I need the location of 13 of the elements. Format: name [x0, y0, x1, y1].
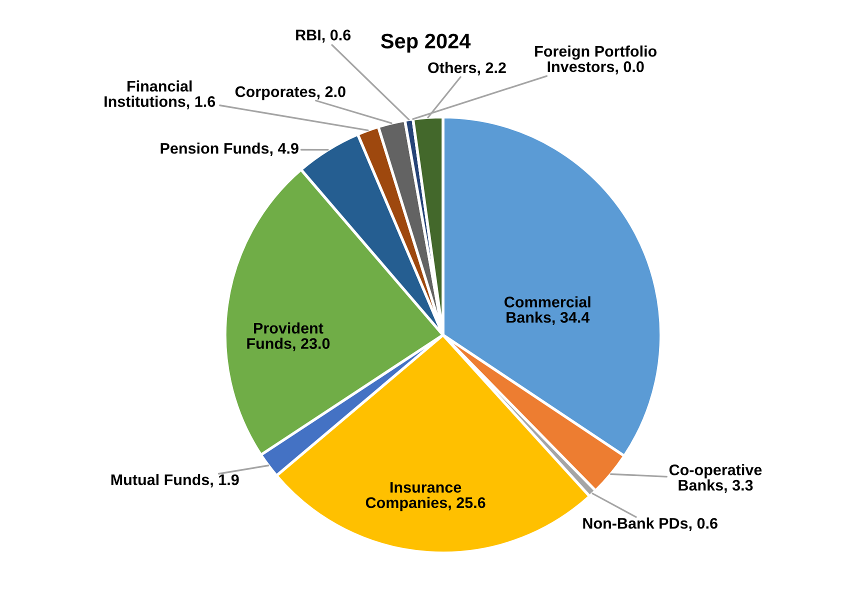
slice-label: Pension Funds, 4.9 — [160, 142, 298, 156]
slice-label: Non-Bank PDs, 0.6 — [583, 518, 718, 531]
slice-label: Commercial Banks, 34.4 — [504, 296, 590, 326]
slice-label: Co-operative Banks, 3.3 — [669, 464, 762, 493]
category-label: Foreign Portfolio Investors, 0.0 — [535, 45, 657, 74]
chart-title: Sep 2024 — [380, 34, 471, 53]
slice-label: Provident Funds, 23.0 — [247, 322, 330, 352]
slice-label: Others, 2.2 — [428, 62, 506, 76]
slice-label: RBI, 0.6 — [296, 30, 351, 43]
slice-label: Insurance Companies, 25.6 — [366, 482, 486, 512]
slice-label: Corporates, 2.0 — [235, 86, 346, 100]
slice-label: Mutual Funds, 1.9 — [111, 474, 239, 488]
slice-label: Financial Institutions, 1.6 — [104, 80, 216, 110]
